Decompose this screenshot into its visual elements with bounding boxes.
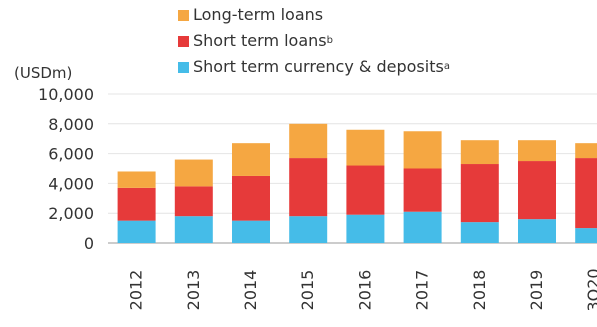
legend-swatch-short-term-loans — [178, 35, 189, 47]
bar-segment — [289, 216, 328, 243]
bar-segment — [403, 168, 442, 212]
x-tick-label: 2015 — [298, 270, 317, 311]
legend-swatch-short-term-currency-deposits — [178, 61, 189, 73]
bar-segment — [117, 220, 156, 243]
x-tick-label: 2018 — [470, 270, 489, 311]
bar-segment — [346, 129, 385, 166]
x-tick-label: 2019 — [527, 270, 546, 311]
legend-label-short-term-loans: Short term loans — [193, 31, 327, 50]
x-tick-label: 2017 — [413, 270, 432, 311]
bar-segment — [289, 123, 328, 159]
y-tick-label: 0 — [84, 234, 94, 253]
x-tick-label: 2013 — [184, 270, 203, 311]
x-tick-label: 3Q20 — [584, 268, 597, 311]
bar-segment — [232, 220, 270, 243]
bar-segment — [174, 216, 213, 243]
bar-segment — [403, 211, 442, 243]
bar-segment — [174, 159, 213, 187]
bar-segment — [460, 140, 499, 165]
x-tick-label: 2014 — [241, 270, 260, 311]
legend-note-short-term-currency-deposits: a — [443, 61, 450, 72]
bar-segment — [518, 219, 556, 243]
y-tick-label: 10,000 — [38, 85, 94, 104]
bar-segment — [518, 161, 556, 220]
bar-segment — [117, 187, 156, 221]
y-tick-label: 6,000 — [48, 145, 94, 164]
bar-segment — [232, 143, 270, 176]
bar-segment — [575, 228, 597, 243]
legend-item-short-term-currency-deposits: Short term currency & deposits a — [178, 54, 450, 80]
legend-swatch-long-term-loans — [178, 9, 189, 21]
bar-segment — [518, 140, 556, 162]
legend-item-long-term-loans: Long-term loans — [178, 2, 450, 28]
bar-segment — [174, 186, 213, 217]
bar-segment — [403, 131, 442, 169]
bar-segment — [232, 175, 270, 221]
bar-segment — [575, 158, 597, 229]
bar-segment — [117, 171, 156, 188]
legend-label-short-term-currency-deposits: Short term currency & deposits — [193, 57, 444, 76]
bar-segment — [460, 164, 499, 223]
y-tick-label: 2,000 — [48, 204, 94, 223]
bar-segment — [289, 158, 328, 217]
x-tick-label: 2012 — [127, 270, 146, 311]
y-tick-label: 8,000 — [48, 115, 94, 134]
y-tick-label: 4,000 — [48, 174, 94, 193]
legend-note-short-term-loans: b — [326, 35, 333, 46]
bar-segment — [575, 143, 597, 159]
bar-segment — [346, 165, 385, 215]
chart-legend: Long-term loans Short term loans b Short … — [178, 2, 450, 80]
legend-label-long-term-loans: Long-term loans — [193, 5, 324, 24]
bar-segment — [460, 222, 499, 243]
bar-segment — [346, 214, 385, 243]
legend-item-short-term-loans: Short term loans b — [178, 28, 450, 54]
unit-label: (USDm) — [14, 64, 73, 82]
x-tick-label: 2016 — [355, 270, 374, 311]
